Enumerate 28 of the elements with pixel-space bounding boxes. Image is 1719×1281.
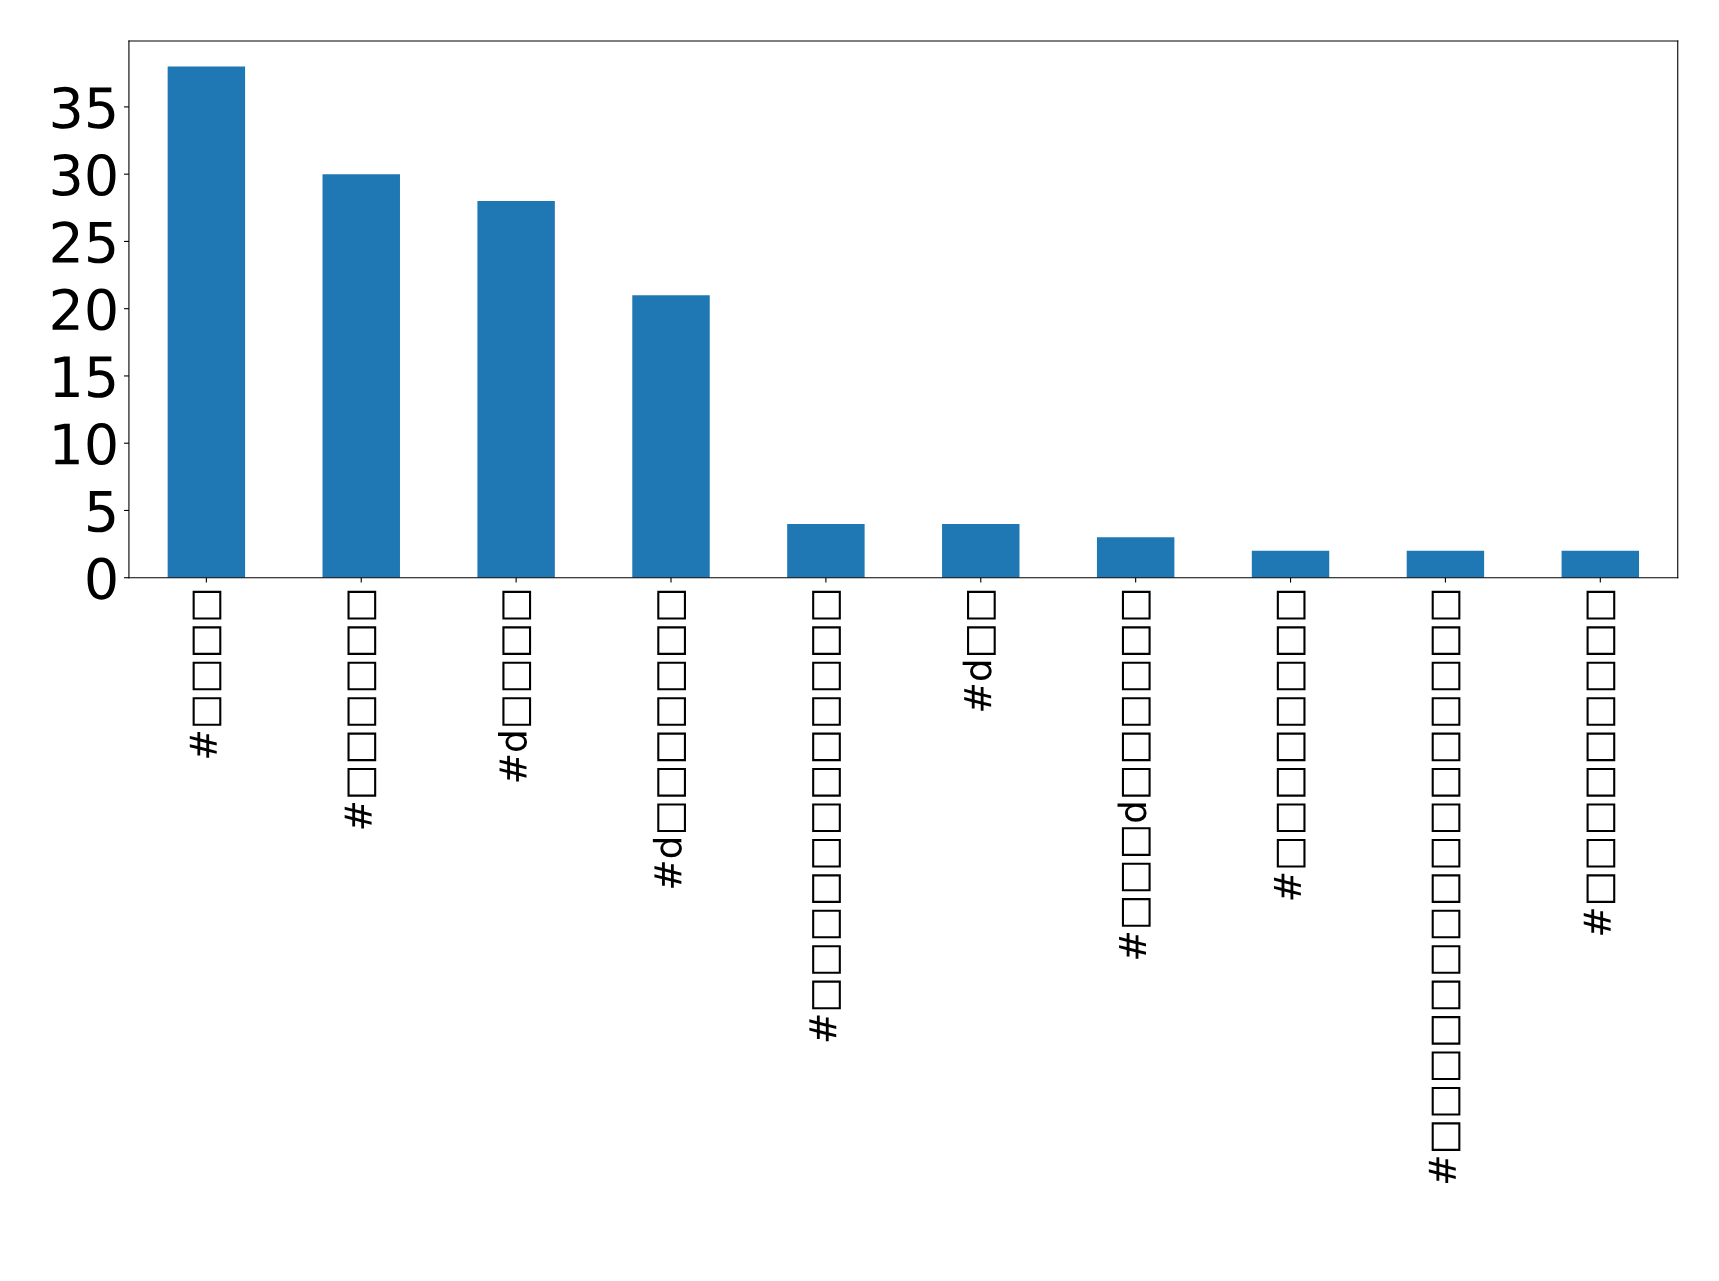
y-tick-label: 0 <box>87 557 116 600</box>
x-tick-label: #□□□□□□□□□□□□ <box>809 590 841 1042</box>
bar <box>787 523 865 578</box>
y-tick-label: 5 <box>88 491 115 533</box>
x-tick-label: #□□□□ <box>189 590 222 758</box>
x-tick-label: #□□□□□□□□ <box>1273 590 1306 900</box>
x-tick-label: #□□□□□□ <box>344 590 377 829</box>
bar <box>322 174 400 578</box>
y-tick-label: 15 <box>54 356 115 398</box>
x-tick-label: #d□□ <box>962 590 996 711</box>
x-tick-label: #d□□□□□□□ <box>652 590 686 888</box>
y-tick-label: 10 <box>54 423 116 466</box>
x-tick-label: #□□□□□□□□□ <box>1583 590 1616 935</box>
y-tick-label: 20 <box>52 288 116 331</box>
bar <box>1251 550 1330 578</box>
bar <box>1406 550 1485 578</box>
bar <box>167 66 246 578</box>
bar <box>632 295 710 578</box>
x-tick-label: #□□□d□□□□□□ <box>1117 590 1151 959</box>
y-tick-label: 35 <box>52 86 115 129</box>
bar <box>942 523 1020 578</box>
bar <box>1096 537 1175 578</box>
x-tick-label: #d□□□□ <box>497 590 532 782</box>
y-tick-label: 25 <box>52 221 115 264</box>
x-tick-label: #□□□□□□□□□□□□□□□□ <box>1428 590 1461 1183</box>
y-tick-label: 30 <box>52 154 116 197</box>
bar <box>1561 550 1640 578</box>
bar <box>477 201 555 578</box>
